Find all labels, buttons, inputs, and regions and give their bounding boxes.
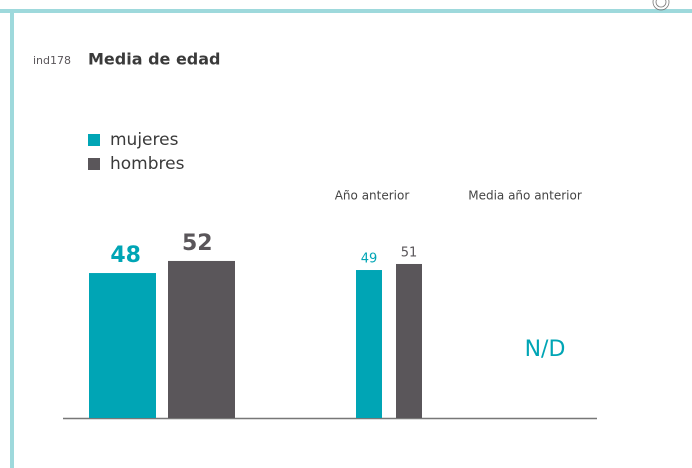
bar	[396, 263, 422, 418]
legend-swatch	[88, 158, 100, 170]
bar	[356, 270, 382, 418]
bar	[168, 260, 235, 418]
logo	[652, 0, 670, 11]
chart-title: Media de edad	[88, 50, 221, 69]
indicator-code: ind178	[33, 54, 71, 67]
legend-label: hombres	[110, 154, 185, 174]
legend-label: mujeres	[110, 130, 179, 150]
value-label: 48	[110, 243, 141, 268]
category-label: Media año anterior	[468, 189, 582, 203]
left-border	[10, 9, 14, 468]
missing-label: N/D	[525, 337, 566, 362]
legend-swatch	[88, 134, 100, 146]
top-border	[0, 9, 692, 13]
value-label: 49	[361, 252, 378, 267]
category-label: Año anterior	[335, 189, 410, 203]
bar	[89, 273, 156, 418]
value-label: 51	[401, 245, 418, 260]
value-label: 52	[182, 231, 213, 256]
